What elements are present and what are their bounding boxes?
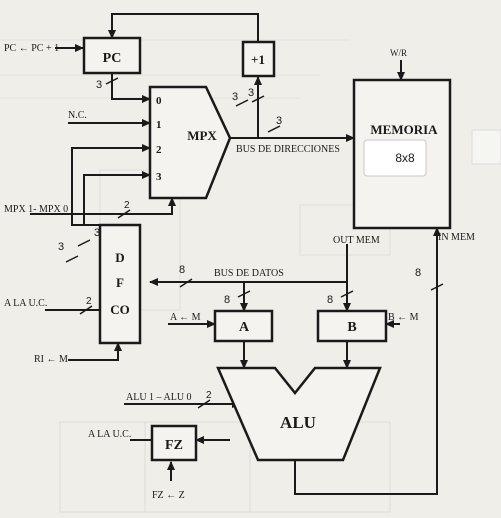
wire-inc-to-pc	[108, 13, 259, 42]
width-dfco-b: 3	[94, 227, 100, 239]
width-pc-in: 3	[232, 91, 238, 103]
address-bus-label: BUS DE DIRECCIONES	[236, 144, 340, 155]
width-b-in: 8	[327, 294, 333, 306]
mpx-label: MPX	[187, 128, 217, 143]
width-inc-out: 3	[248, 87, 254, 99]
width-alu-select: 2	[206, 390, 212, 401]
dfco-register	[98, 223, 142, 345]
signal-pc-inc: PC ← PC + 1	[4, 43, 59, 54]
width-address-bus: 3	[276, 115, 282, 127]
signal-fz-load: FZ ← Z	[152, 490, 185, 501]
data-bus-label: BUS DE DATOS	[214, 268, 284, 279]
mpx-input-0: 0	[156, 95, 162, 107]
signal-mpx-select: MPX 1- MPX 0	[4, 204, 68, 215]
dfco-label-d: D	[115, 250, 124, 265]
register-a	[213, 309, 274, 343]
fz-label: FZ	[165, 438, 183, 453]
signal-nc: N.C.	[68, 110, 87, 121]
width-uc: 2	[86, 296, 92, 307]
wire-dfco-to-mpx2	[71, 144, 151, 226]
mpx-block	[148, 85, 232, 200]
incrementer-block	[241, 40, 276, 78]
fz-flag-register	[150, 424, 198, 462]
wire-ri-load	[68, 342, 122, 361]
mpx-input-2: 2	[156, 144, 162, 156]
signal-a-load: A ← M	[170, 312, 201, 323]
dfco-label-f: F	[116, 275, 124, 290]
wire-dfco-to-mpx3	[83, 171, 151, 226]
signal-to-uc-2: A LA U.C.	[88, 429, 131, 440]
signal-b-load: B ← M	[388, 312, 419, 323]
width-mpx-select: 2	[124, 200, 130, 211]
signal-ri-load: RI ← M	[34, 354, 68, 365]
signal-in-mem: IN MEM	[438, 232, 475, 243]
pc-register	[82, 36, 142, 75]
register-b	[316, 309, 388, 343]
memory-size-box	[363, 139, 427, 177]
wire-pc-to-mpx0	[111, 73, 151, 103]
alu-label: ALU	[280, 413, 316, 432]
mpx-input-1: 1	[156, 119, 162, 131]
alu-block	[216, 366, 382, 462]
signal-alu-select: ALU 1 – ALU 0	[126, 392, 192, 403]
signal-wr: W/R	[390, 48, 407, 58]
register-a-label: A	[239, 320, 250, 335]
register-b-label: B	[347, 320, 356, 335]
wire-mpx-select	[30, 197, 176, 215]
width-data-bus: 8	[179, 264, 185, 276]
width-pc-out: 3	[96, 79, 102, 91]
incrementer-label: +1	[251, 52, 265, 67]
pc-label: PC	[103, 51, 122, 66]
width-dfco-a: 3	[58, 241, 64, 253]
memory-label: MEMORIA	[370, 122, 438, 137]
signal-to-uc-1: A LA U.C.	[4, 298, 47, 309]
width-a-in: 8	[224, 294, 230, 306]
mpx-input-3: 3	[156, 171, 162, 183]
wire-alu-to-mem	[294, 227, 441, 495]
memory-size-label: 8x8	[395, 151, 415, 165]
dfco-label-co: CO	[110, 302, 130, 317]
signal-out-mem: OUT MEM	[333, 235, 380, 246]
width-mem-in: 8	[415, 267, 421, 279]
